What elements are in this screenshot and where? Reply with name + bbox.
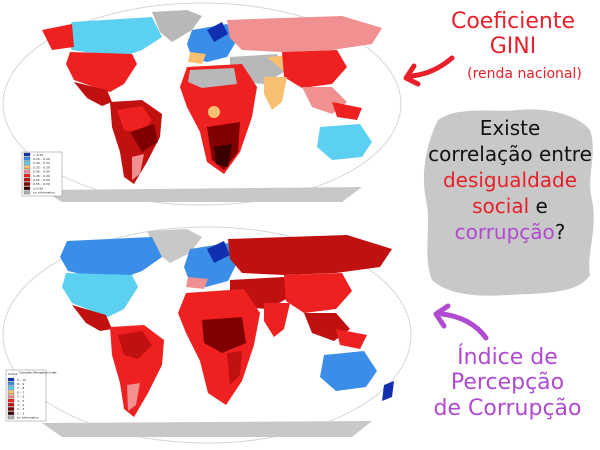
- legend-label: ≥ 0.60: [33, 186, 43, 190]
- cpi-world-map: Colour Corruption Perceptions Index 9 – 10…: [2, 226, 412, 444]
- gini-world-map: < 0.250.25 – 0.290.30 – 0.340.35 – 0.390…: [2, 2, 402, 206]
- map-usa: [62, 273, 138, 317]
- map-australia: [317, 124, 372, 160]
- cpi-title-line1: Índice de: [457, 345, 558, 370]
- gini-title-line2: GINI: [489, 33, 537, 59]
- cloud-shape: [423, 109, 594, 296]
- map-russia: [228, 235, 392, 275]
- legend-header-cpi: Corruption Perceptions Index: [19, 371, 57, 375]
- gini-subtitle: (renda nacional): [467, 66, 582, 82]
- map-china: [282, 50, 347, 88]
- cpi-title: Índice de Percepção de Corrupção: [420, 345, 595, 421]
- gini-legend: < 0.250.25 – 0.290.30 – 0.340.35 – 0.390…: [21, 151, 63, 197]
- legend-label: 5 – 6: [17, 395, 24, 399]
- question-line2: correlação: [428, 142, 533, 166]
- question-corrupcao: corrupção: [454, 220, 555, 244]
- legend-label: 6 – 7: [17, 390, 24, 394]
- map-russia: [227, 16, 382, 52]
- legend-label: 0.25 – 0.29: [33, 157, 50, 161]
- legend-swatch: [7, 386, 15, 390]
- map-mexico: [74, 82, 112, 106]
- legend-swatch: [23, 165, 31, 169]
- legend-swatch: [23, 173, 31, 178]
- question-line6: e corrupção?: [455, 194, 566, 244]
- legend-label: 9 – 10: [17, 378, 26, 382]
- red-arrow-icon: [403, 55, 455, 87]
- legend-swatch: [7, 411, 15, 415]
- legend-swatch: [23, 190, 31, 195]
- map-canada: [64, 17, 162, 57]
- legend-swatch: [23, 161, 31, 165]
- legend-label: 8 – 9: [17, 382, 24, 386]
- legend-label: 2 – 3: [17, 407, 24, 411]
- question-e: e: [535, 194, 548, 218]
- legend-swatch: [23, 157, 31, 161]
- map-usa: [66, 52, 137, 92]
- map-india: [264, 303, 290, 337]
- legend-swatch: [7, 407, 15, 411]
- question-text: Existe correlação entre desigualdade soc…: [425, 115, 595, 245]
- question-line1: Existe: [479, 116, 541, 140]
- legend-label: no information: [33, 191, 55, 195]
- legend-label: < 0.25: [33, 153, 43, 157]
- legend-label: 0.55 – 0.59: [33, 182, 50, 186]
- legend-label: no information: [17, 416, 39, 420]
- map-china: [284, 273, 352, 313]
- gini-title: Coeficiente GINI: [438, 9, 588, 59]
- purple-arrow-icon: [433, 303, 489, 341]
- legend-label: 0.45 – 0.49: [33, 174, 50, 178]
- legend-label: 0.50 – 0.54: [33, 178, 50, 182]
- question-line3: entre: [538, 142, 592, 166]
- legend-swatch: [23, 182, 31, 186]
- map-greenland: [152, 10, 202, 42]
- legend-swatch: [7, 377, 15, 382]
- legend-swatch: [23, 169, 31, 174]
- legend-swatch: [23, 186, 31, 190]
- map-antarctica: [42, 187, 362, 202]
- legend-label: 3 – 4: [17, 403, 24, 407]
- legend-swatch: [7, 394, 15, 399]
- question-line5: social: [472, 194, 530, 218]
- legend-swatch: [23, 152, 31, 157]
- legend-swatch: [7, 403, 15, 407]
- legend-label: 0.35 – 0.39: [33, 165, 50, 169]
- map-antarctica: [42, 421, 372, 437]
- cpi-title-line3: de Corrupção: [433, 395, 582, 421]
- question-line4: desigualdade: [442, 168, 578, 192]
- legend-label: 0.40 – 0.44: [33, 170, 50, 174]
- legend-label: 1 – 2: [17, 411, 24, 415]
- legend-swatch: [7, 382, 15, 386]
- legend-header-colour: Colour: [8, 372, 19, 376]
- question-mark: ?: [554, 220, 566, 244]
- gini-title-line1: Coeficiente: [450, 9, 576, 34]
- map-australia: [320, 351, 377, 391]
- map-canada: [60, 237, 162, 279]
- legend-label: 0.30 – 0.34: [33, 161, 50, 165]
- legend-label: 4 – 5: [17, 399, 24, 403]
- legend-label: 7 – 8: [17, 386, 24, 390]
- map-india: [264, 77, 287, 110]
- map-mexico: [72, 305, 112, 331]
- legend-swatch: [7, 415, 15, 420]
- cpi-title-line2: Percepção: [450, 370, 565, 396]
- cpi-legend: Colour Corruption Perceptions Index 9 – 10…: [5, 369, 57, 422]
- legend-swatch: [23, 178, 31, 182]
- legend-swatch: [7, 390, 15, 394]
- legend-swatch: [7, 398, 15, 403]
